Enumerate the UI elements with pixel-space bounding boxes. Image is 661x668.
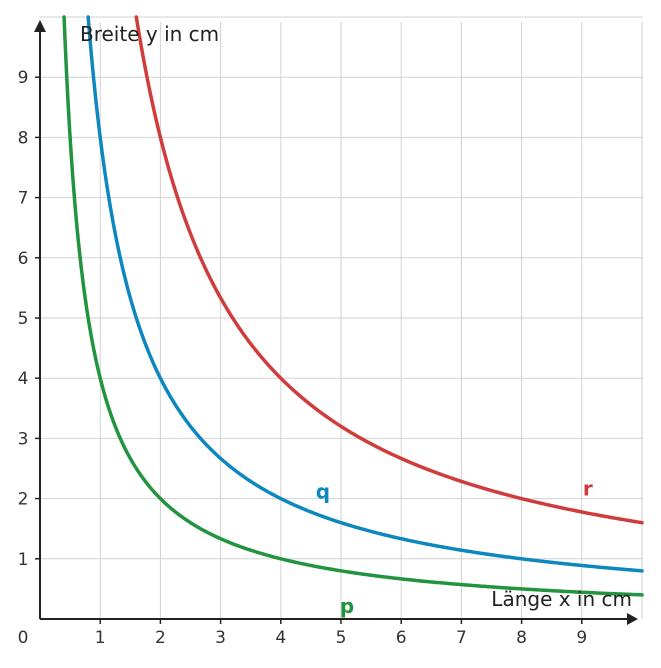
y-tick-label: 9 (18, 68, 29, 88)
x-tick-label: 4 (275, 628, 286, 648)
origin-label: 0 (18, 628, 29, 648)
series-q-label: q (316, 480, 330, 504)
y-axis-arrow (34, 20, 46, 32)
y-tick-label: 8 (18, 128, 29, 148)
y-tick-label: 4 (18, 369, 29, 389)
x-axis-label: Länge x in cm (491, 587, 632, 611)
y-tick-label: 2 (18, 490, 29, 510)
y-tick-label: 1 (18, 550, 29, 570)
x-tick-label: 7 (456, 628, 467, 648)
y-tick-label: 7 (18, 189, 29, 209)
series-p-label: p (340, 594, 354, 618)
x-tick-label: 9 (576, 628, 587, 648)
series-p-line (62, 15, 644, 597)
x-tick-label: 6 (396, 628, 407, 648)
x-tick-label: 2 (155, 628, 166, 648)
axes (34, 20, 638, 625)
x-tick-label: 3 (215, 628, 226, 648)
series-q-line (86, 15, 644, 573)
series-r-line (134, 15, 644, 525)
series-labels: p q r (316, 477, 593, 618)
x-tick-label: 8 (516, 628, 527, 648)
y-tick-label: 3 (18, 429, 29, 449)
y-tick-label: 5 (18, 309, 29, 329)
x-tick-label: 1 (95, 628, 106, 648)
grid (40, 16, 643, 619)
y-axis-label: Breite y in cm (80, 22, 219, 46)
series-r-label: r (583, 477, 593, 501)
x-axis-arrow (627, 613, 638, 625)
x-tick-label: 5 (336, 628, 347, 648)
curves (62, 15, 644, 597)
tick-labels: 1 2 3 4 5 6 7 8 9 1 2 3 4 5 6 7 8 9 (18, 68, 588, 648)
y-tick-label: 6 (18, 249, 29, 269)
